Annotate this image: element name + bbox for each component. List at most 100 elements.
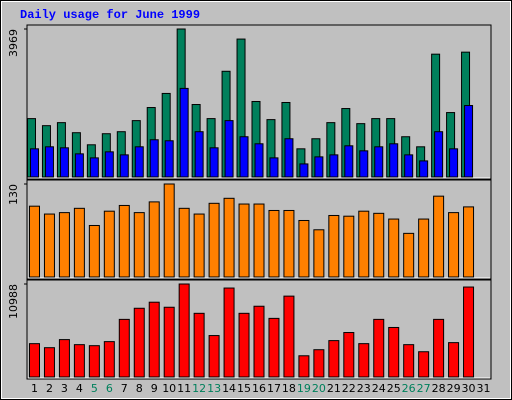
bar — [103, 341, 115, 378]
bar — [434, 131, 444, 178]
x-tick-label: 12 — [192, 382, 206, 395]
bar — [164, 140, 174, 178]
bar — [328, 340, 340, 378]
bar — [374, 146, 384, 178]
x-tick-label: 23 — [357, 382, 371, 395]
bar — [59, 147, 69, 178]
bar — [224, 120, 234, 178]
x-tick-label: 28 — [432, 382, 446, 395]
bar — [208, 202, 220, 278]
bar — [194, 131, 204, 178]
bar — [238, 203, 250, 278]
bar — [193, 213, 205, 278]
bar — [373, 212, 385, 278]
x-tick-label: 22 — [342, 382, 356, 395]
bar — [298, 355, 310, 378]
bar — [89, 157, 99, 178]
x-tick-label: 7 — [121, 382, 128, 395]
bar — [433, 195, 445, 278]
x-tick-label: 18 — [282, 382, 296, 395]
bar — [178, 283, 190, 378]
bar — [418, 351, 430, 378]
bar — [193, 312, 205, 378]
bar — [463, 206, 475, 278]
bar — [344, 145, 354, 178]
bar — [118, 204, 130, 278]
x-tick-label: 29 — [447, 382, 461, 395]
chart-title: Daily usage for June 1999 — [20, 8, 200, 22]
bar — [253, 203, 265, 278]
bar — [88, 224, 100, 278]
x-tick-label: 6 — [106, 382, 113, 395]
bar — [163, 306, 175, 378]
bar — [133, 307, 145, 378]
bar — [433, 318, 445, 378]
x-tick-label: 24 — [372, 382, 386, 395]
x-tick-label: 19 — [297, 382, 311, 395]
bar — [28, 343, 40, 378]
bar — [149, 139, 159, 178]
bar — [373, 318, 385, 378]
bar — [88, 345, 100, 378]
bar — [44, 146, 54, 178]
bar — [404, 154, 414, 178]
bar — [328, 214, 340, 278]
x-tick-label: 26 — [402, 382, 416, 395]
x-tick-label: 15 — [237, 382, 251, 395]
x-tick-label: 3 — [61, 382, 68, 395]
bar — [343, 215, 355, 278]
bar — [448, 342, 460, 378]
x-tick-label: 8 — [136, 382, 143, 395]
x-tick-label: 5 — [91, 382, 98, 395]
bar — [299, 163, 309, 178]
y-tick-label: 130 — [7, 184, 20, 205]
bar — [238, 312, 250, 378]
bar — [268, 317, 280, 378]
x-tick-label: 2 — [46, 382, 53, 395]
bar — [148, 201, 160, 278]
bar — [73, 344, 85, 378]
bar — [403, 232, 415, 278]
bar — [463, 286, 475, 378]
bar — [388, 326, 400, 378]
bar — [448, 212, 460, 278]
bar — [73, 207, 85, 278]
x-tick-label: 20 — [312, 382, 326, 395]
bar — [208, 335, 220, 378]
bar — [253, 305, 265, 378]
bar — [283, 295, 295, 378]
bar — [118, 318, 130, 378]
bar — [329, 154, 339, 178]
bar — [359, 150, 369, 178]
bar — [298, 219, 310, 278]
bar — [283, 209, 295, 278]
bar — [134, 146, 144, 178]
y-tick-label: 10988 — [7, 284, 20, 319]
bar — [223, 287, 235, 378]
x-tick-label: 21 — [327, 382, 341, 395]
bar — [43, 213, 55, 278]
bar — [119, 154, 129, 178]
bar — [358, 210, 370, 278]
bar — [418, 218, 430, 278]
x-tick-label: 27 — [417, 382, 431, 395]
bar — [29, 148, 39, 178]
bar — [163, 183, 175, 278]
x-tick-label: 31 — [477, 382, 491, 395]
bar — [223, 197, 235, 278]
x-tick-label: 13 — [207, 382, 221, 395]
bar — [178, 207, 190, 278]
bar — [343, 332, 355, 378]
bar — [403, 344, 415, 378]
bar — [58, 212, 70, 278]
bar — [179, 87, 189, 178]
bar — [148, 301, 160, 378]
bar — [419, 160, 429, 178]
bar — [269, 157, 279, 178]
bar — [314, 156, 324, 178]
bar — [133, 212, 145, 278]
x-tick-label: 1 — [31, 382, 38, 395]
x-tick-label: 30 — [462, 382, 476, 395]
